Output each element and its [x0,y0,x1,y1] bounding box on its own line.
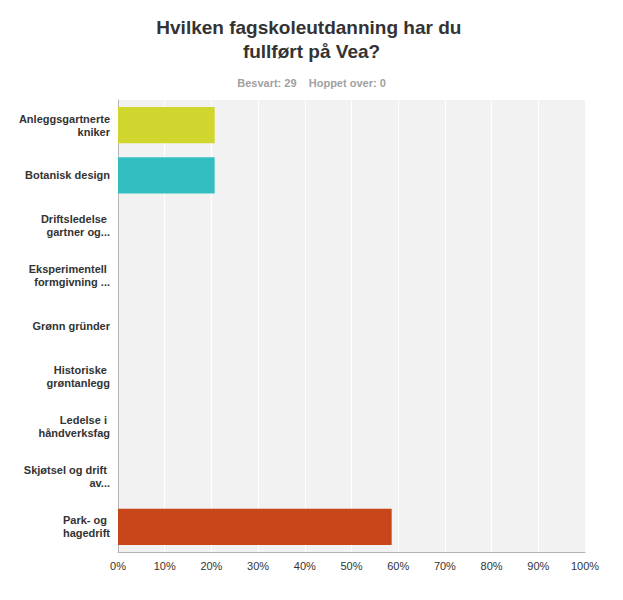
svg-text:Ledelse i: Ledelse i [60,414,110,426]
svg-text:Botanisk design: Botanisk design [25,169,110,181]
svg-text:100%: 100% [571,560,599,572]
svg-text:50%: 50% [340,560,362,572]
svg-text:60%: 60% [387,560,409,572]
svg-text:Driftsledelse: Driftsledelse [41,213,110,225]
svg-text:grøntanlegg: grøntanlegg [46,377,110,389]
svg-text:40%: 40% [294,560,316,572]
svg-text:Anleggsgartnerte: Anleggsgartnerte [19,113,110,125]
svg-text:80%: 80% [481,560,503,572]
svg-text:90%: 90% [527,560,549,572]
svg-text:Skjøtsel og drift: Skjøtsel og drift [24,464,110,476]
svg-text:Hvilken fagskoleutdanning har: Hvilken fagskoleutdanning har du [156,17,466,38]
svg-text:fullført på Vea?: fullført på Vea? [243,41,380,62]
svg-text:Besvart: 29 Hoppet over: 0: Besvart: 29 Hoppet over: 0 [237,77,386,89]
svg-text:hagedrift: hagedrift [63,527,110,539]
svg-text:70%: 70% [434,560,456,572]
svg-text:av...: av... [89,477,110,489]
svg-text:kniker: kniker [78,126,111,138]
svg-text:20%: 20% [200,560,222,572]
svg-text:Historiske: Historiske [54,364,110,376]
svg-text:gartner og...: gartner og... [46,226,110,238]
svg-text:10%: 10% [154,560,176,572]
svg-text:Grønn gründer: Grønn gründer [32,320,110,332]
svg-text:håndverksfag: håndverksfag [38,427,110,439]
svg-text:formgivning ...: formgivning ... [34,276,110,288]
svg-text:Eksperimentell: Eksperimentell [29,263,110,275]
svg-text:0%: 0% [110,560,126,572]
svg-text:30%: 30% [247,560,269,572]
svg-text:Park- og: Park- og [63,514,110,526]
